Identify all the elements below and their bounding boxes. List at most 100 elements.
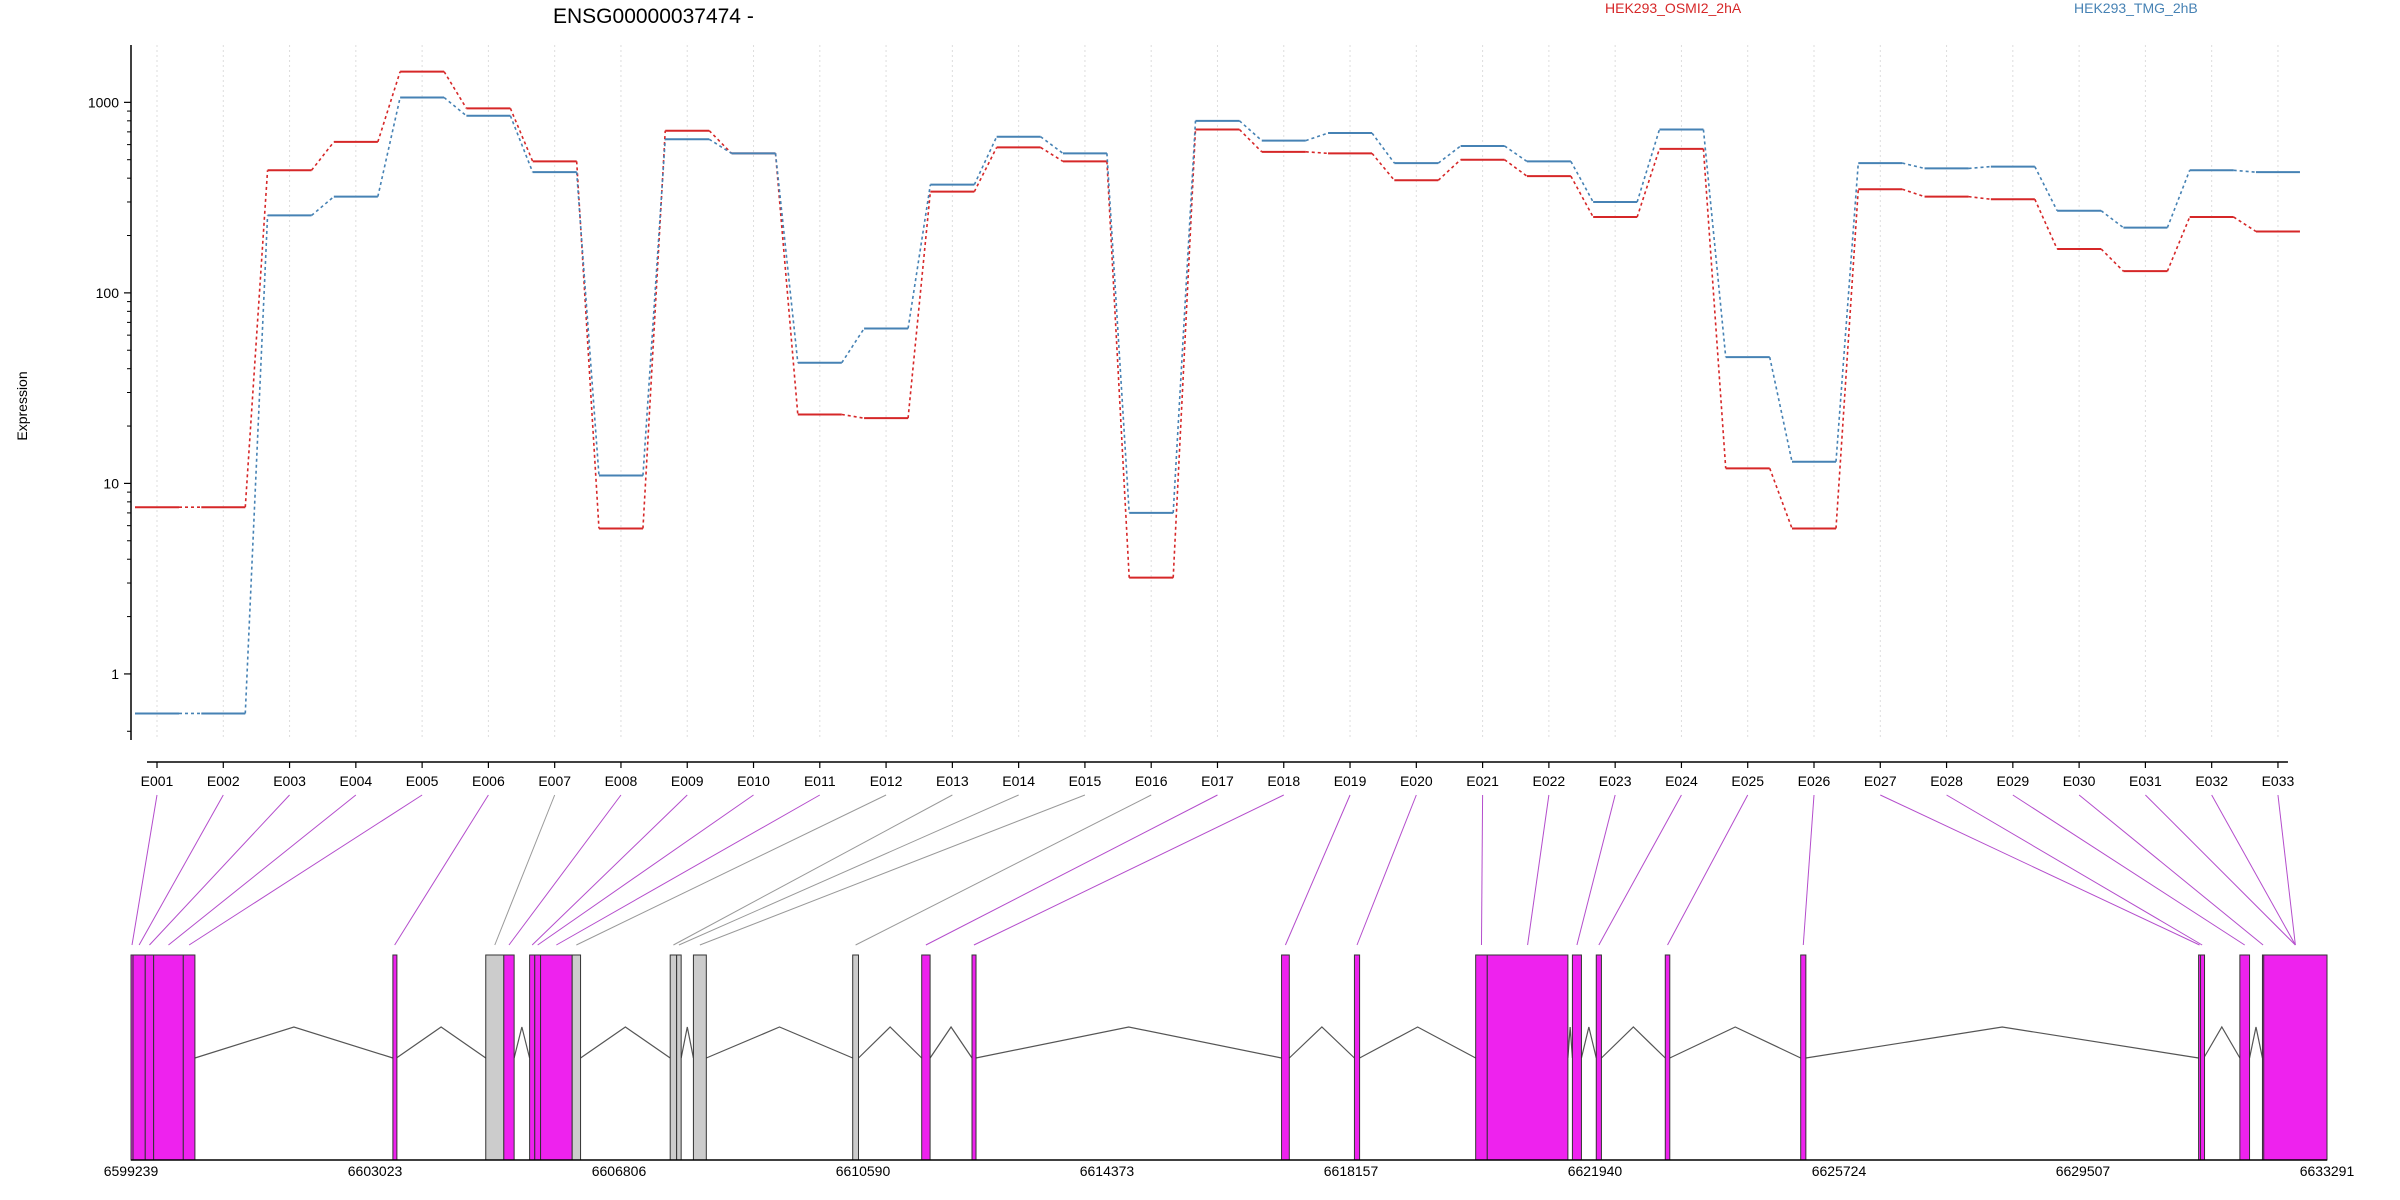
connector-E022 (1527, 794, 1550, 946)
connector-E028 (1946, 794, 2203, 946)
intron-line (396, 1026, 487, 1059)
series-transition (1172, 129, 1197, 578)
x-tick-label-E009: E009 (671, 773, 704, 789)
connector-E019 (1284, 794, 1351, 946)
series-transition (1040, 146, 1064, 163)
exon-box-E006 (392, 954, 398, 1161)
series-1 (135, 70, 2300, 579)
connector-E006 (394, 794, 489, 946)
series-transition (1968, 165, 1991, 170)
connector-E005 (188, 794, 423, 946)
series-transition (1504, 145, 1528, 163)
x-tick-label-E007: E007 (538, 773, 571, 789)
series-transition (2166, 169, 2191, 228)
connector-E021 (1480, 794, 1484, 946)
connector-E029 (2012, 794, 2245, 946)
series-transition (1238, 120, 1263, 142)
intron-line (1580, 1026, 1597, 1059)
connector-E012 (576, 794, 887, 946)
series-transition (1902, 162, 1925, 170)
genomic-tick-label-6603023: 6603023 (348, 1163, 403, 1179)
intron-line (680, 1026, 695, 1059)
x-tick-label-E008: E008 (605, 773, 638, 789)
exon-box-E022 (1486, 954, 1569, 1161)
y-tick-label-10: 10 (103, 475, 119, 491)
connector-E030 (2078, 794, 2264, 946)
series-transition (1768, 468, 1793, 529)
intron-line (858, 1026, 923, 1059)
intron-line (1669, 1026, 1801, 1059)
series-transition (2166, 216, 2191, 272)
connector-E027 (1880, 794, 2200, 946)
series-transition (1504, 159, 1528, 177)
exon-box-E016 (852, 954, 860, 1161)
x-tick-label-E002: E002 (207, 773, 240, 789)
y-tick-label-100: 100 (96, 285, 120, 301)
gene-model (130, 954, 2328, 1161)
connector-E031 (2145, 794, 2296, 946)
series-transition (841, 328, 865, 364)
exon-box-E026 (1800, 954, 1807, 1161)
series-transition (774, 153, 799, 363)
x-tick-label-E025: E025 (1731, 773, 1764, 789)
exon-box-E002 (132, 954, 146, 1161)
genomic-tick-label-6621940: 6621940 (1568, 1163, 1623, 1179)
exon-box-E025 (1664, 954, 1671, 1161)
series-transition (1305, 151, 1329, 155)
series-transition (841, 413, 865, 419)
connector-E004 (168, 794, 357, 946)
genomic-axis: 6599239 6603023 6606806 6610590 6614373 66181… (104, 1159, 2355, 1179)
intron-line (1567, 1026, 1574, 1059)
series-transition (2233, 216, 2257, 233)
genomic-tick-label-6625724: 6625724 (1812, 1163, 1867, 1179)
series-transition (1040, 136, 1064, 154)
connector-E003 (149, 794, 290, 946)
series-transition (1570, 175, 1594, 218)
exon-box-E003 (144, 954, 155, 1161)
exon-box-E021 (1475, 954, 1488, 1161)
series-transition (1636, 129, 1661, 203)
x-tick-label-E031: E031 (2129, 773, 2162, 789)
expression-series (135, 70, 2300, 715)
exon-box-E023 (1571, 954, 1582, 1161)
connector-E013 (673, 794, 953, 946)
intron-line (929, 1025, 973, 1059)
intron-line (513, 1026, 531, 1059)
connector-E011 (556, 794, 821, 946)
genomic-tick-label-6633291: 6633291 (2300, 1163, 2355, 1179)
intron-line (1601, 1026, 1666, 1059)
x-tick-label-E012: E012 (870, 773, 903, 789)
x-tick-label-E022: E022 (1533, 773, 1566, 789)
exon-connectors (131, 794, 2296, 946)
connector-E020 (1356, 794, 1417, 946)
exon-box-E024 (1595, 954, 1602, 1161)
y-tick-label-1: 1 (111, 666, 119, 682)
connector-E025 (1667, 794, 1749, 946)
series-transition (1106, 153, 1130, 513)
intron-line (1288, 1026, 1355, 1059)
series-transition (1305, 132, 1329, 142)
series-transition (1437, 159, 1462, 181)
x-tick-label-E020: E020 (1400, 773, 1433, 789)
exon-box-E017 (921, 954, 931, 1161)
exon-box-E020 (1353, 954, 1361, 1161)
exon-box-E031 (2263, 954, 2328, 1161)
exon-box-E028 (2200, 954, 2206, 1161)
chart-title: ENSG00000037474 - (553, 5, 754, 28)
x-tick-label-E011: E011 (804, 773, 836, 789)
series-2 (135, 96, 2300, 715)
exon-box-E008 (503, 954, 515, 1161)
series-transition (1835, 163, 1860, 462)
genomic-tick-label-6599239: 6599239 (104, 1163, 159, 1179)
connector-E024 (1598, 794, 1682, 946)
x-tick-label-E027: E027 (1864, 773, 1897, 789)
x-tick-label-E018: E018 (1267, 773, 1300, 789)
legend-series-1: HEK293_OSMI2_2hA (1605, 0, 1742, 16)
connector-E014 (678, 794, 1019, 946)
x-axis-exons: E001 E002 E003 E004 E005 E006 E007 E008 E009 E010… (141, 761, 2295, 789)
series-transition (642, 139, 667, 476)
exon-box-E013 (669, 954, 678, 1161)
x-tick-label-E026: E026 (1798, 773, 1831, 789)
genomic-tick-label-6618157: 6618157 (1324, 1163, 1379, 1179)
connector-E026 (1802, 794, 1815, 946)
